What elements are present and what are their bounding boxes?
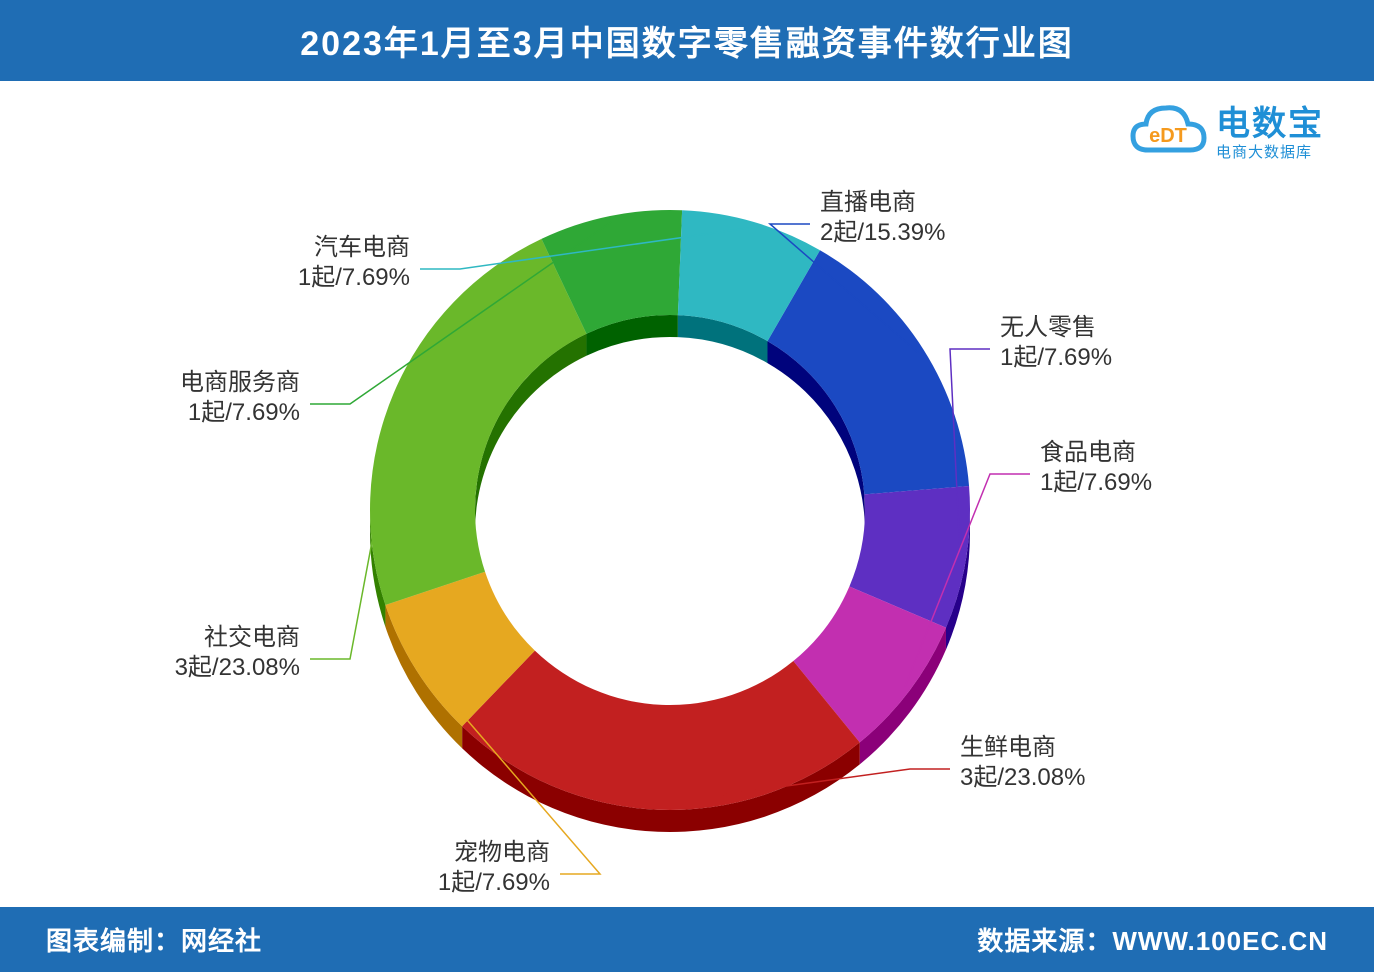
logo-sub-text: 电商大数据库: [1216, 144, 1324, 161]
slice-社交电商: [370, 239, 586, 605]
footer-left: 图表编制：网经社: [46, 921, 262, 958]
slice-label-value: 3起/23.08%: [960, 764, 1085, 791]
slice-label-value: 1起/7.69%: [188, 399, 300, 426]
slice-label-name: 汽车电商: [314, 234, 410, 261]
donut-chart: 直播电商 2起/15.39% 无人零售 1起/7.69% 食品电商 1起/7.69% 生鲜电…: [0, 80, 1374, 910]
slice-label-value: 1起/7.69%: [298, 264, 410, 291]
logo-main-text: 电数宝: [1216, 105, 1324, 144]
slice-label-name: 直播电商: [820, 189, 916, 216]
slice-label-name: 宠物电商: [454, 839, 550, 866]
slice-label-value: 2起/15.39%: [820, 219, 945, 246]
page-title: 2023年1月至3月中国数字零售融资事件数行业图: [0, 0, 1374, 81]
slice-label-name: 食品电商: [1040, 439, 1136, 466]
slice-label-name: 社交电商: [204, 624, 300, 651]
chart-area: eDT 电数宝 电商大数据库 直播电商 2起/15.39% 无人零售 1起/7.69%…: [0, 80, 1374, 912]
cloud-icon: eDT: [1128, 100, 1208, 166]
footer-right: 数据来源：WWW.100EC.CN: [977, 921, 1328, 958]
brand-logo: eDT 电数宝 电商大数据库: [1128, 100, 1324, 166]
svg-text:eDT: eDT: [1149, 125, 1187, 147]
footer-bar: 图表编制：网经社 数据来源：WWW.100EC.CN: [0, 907, 1374, 972]
slice-label-name: 无人零售: [1000, 314, 1096, 341]
slice-label-value: 1起/7.69%: [438, 869, 550, 896]
slice-label-value: 1起/7.69%: [1040, 469, 1152, 496]
slice-label-value: 1起/7.69%: [1000, 344, 1112, 371]
slice-label-name: 生鲜电商: [960, 734, 1056, 761]
slice-label-name: 电商服务商: [180, 369, 300, 396]
slice-label-value: 3起/23.08%: [175, 654, 300, 681]
